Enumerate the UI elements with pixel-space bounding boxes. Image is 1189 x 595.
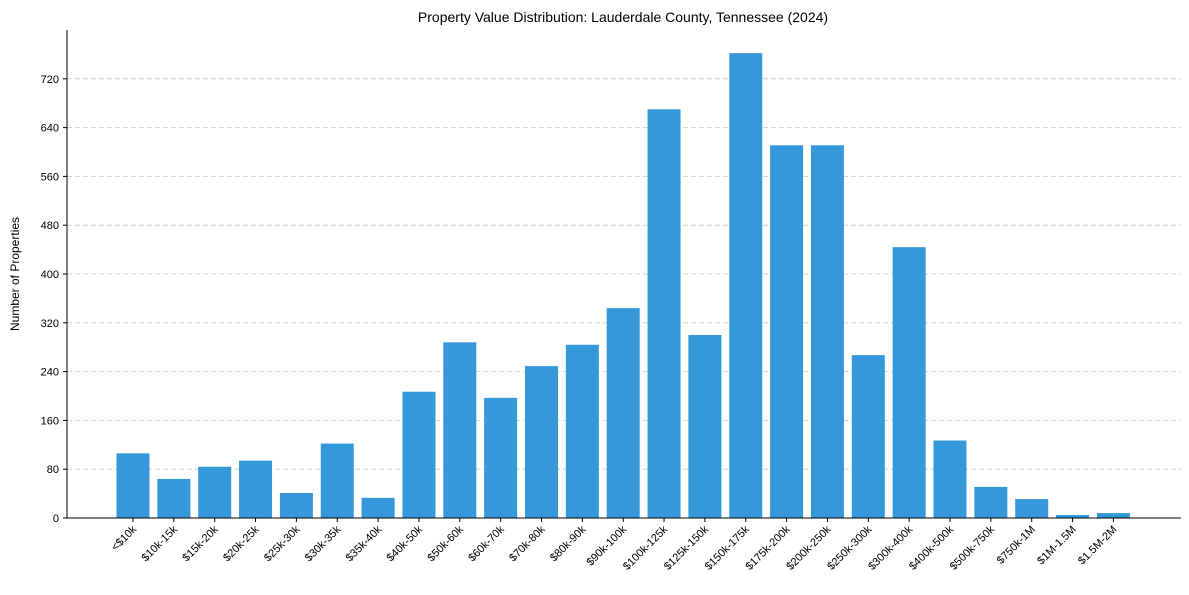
- bar: [484, 397, 518, 518]
- y-tick-label: 80: [47, 464, 59, 476]
- chart-title: Property Value Distribution: Lauderdale …: [418, 9, 828, 25]
- x-tick-label: $10k-15k: [139, 523, 180, 564]
- bar: [892, 247, 926, 518]
- y-tick-label: 480: [41, 220, 59, 232]
- bar: [565, 344, 599, 518]
- bar: [933, 440, 967, 518]
- bar: [320, 443, 354, 518]
- bar: [443, 342, 477, 518]
- y-tick-label: 400: [41, 269, 59, 281]
- y-tick-label: 240: [41, 367, 59, 379]
- bar: [157, 478, 191, 518]
- bar: [361, 497, 395, 518]
- x-tick-label: $70k-80k: [507, 523, 548, 564]
- x-tick-label: $1.5M-2M: [1076, 524, 1120, 568]
- bar: [810, 145, 844, 519]
- x-tick-label: $60k-70k: [466, 523, 507, 564]
- x-tick-label: $30k-35k: [303, 523, 344, 564]
- bar: [1096, 513, 1130, 518]
- bar: [239, 460, 273, 518]
- x-tick-label: $50k-60k: [425, 523, 466, 564]
- bar: [688, 335, 722, 518]
- x-tick-label: $500k-750k: [948, 523, 997, 572]
- y-tick-label: 160: [41, 415, 59, 427]
- x-ticks: <$10k $10k-15k $15k-20k $20k-25k $25k-30k $30…: [109, 518, 1120, 573]
- y-tick-label: 320: [41, 318, 59, 330]
- bar: [770, 145, 804, 519]
- bar: [606, 308, 640, 518]
- bar: [647, 109, 681, 519]
- x-tick-label: <$10k: [109, 523, 139, 553]
- x-tick-label: $25k-30k: [262, 523, 303, 564]
- bar: [974, 486, 1008, 518]
- y-ticks: 0 80 160 240 320 400 480 560 640 720: [41, 74, 67, 525]
- bar: [198, 466, 232, 518]
- x-tick-label: $1M-1.5M: [1035, 524, 1079, 568]
- x-tick-label: $750k-1M: [995, 524, 1038, 567]
- y-tick-label: 640: [41, 123, 59, 135]
- x-tick-label: $80k-90k: [548, 523, 589, 564]
- y-tick-label: 720: [41, 74, 59, 86]
- y-axis-label: Number of Properties: [8, 217, 22, 331]
- bar: [729, 53, 763, 519]
- bar: [116, 453, 150, 518]
- y-tick-label: 560: [41, 171, 59, 183]
- x-tick-label: $35k-40k: [344, 523, 385, 564]
- gridlines: [67, 78, 1181, 470]
- x-tick-label: $40k-50k: [385, 523, 426, 564]
- x-tick-label: $15k-20k: [180, 523, 221, 564]
- bar: [851, 355, 885, 518]
- bar: [402, 391, 436, 518]
- bar: [1056, 514, 1090, 518]
- y-tick-label: 0: [53, 513, 59, 525]
- bar: [1015, 499, 1049, 518]
- bars: [116, 53, 1130, 519]
- bar: [525, 366, 558, 518]
- x-tick-label: $20k-25k: [221, 523, 262, 564]
- bar: [279, 492, 313, 518]
